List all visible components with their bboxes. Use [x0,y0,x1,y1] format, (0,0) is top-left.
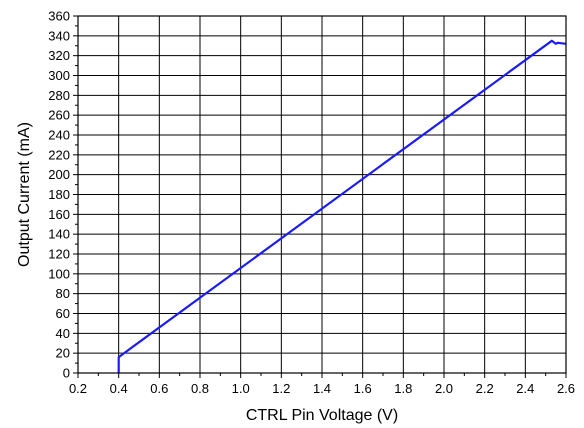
y-tick-label: 320 [48,48,70,63]
x-tick-label: 0.4 [110,381,128,396]
x-tick-label: 2.2 [476,381,494,396]
grid-lines [77,15,567,374]
x-tick-label: 1.6 [354,381,372,396]
x-tick-label: 0.8 [191,381,209,396]
y-axis-title: Output Current (mA) [16,122,33,267]
y-tick-labels: 0 20 40 60 80 100 120 140 160 180 200 220 240 260 280 3… [48,9,70,381]
y-tick-label: 280 [48,88,70,103]
x-tick-label: 1.0 [232,381,250,396]
y-tick-label: 140 [48,227,70,242]
x-tick-label: 1.4 [313,381,331,396]
y-tick-label: 60 [56,306,70,321]
axis-ticks [73,15,567,378]
x-tick-label: 1.2 [272,381,290,396]
plot-frame [77,15,567,374]
x-tick-label: 1.8 [394,381,412,396]
y-tick-label: 340 [48,28,70,43]
x-tick-label: 2.0 [435,381,453,396]
y-tick-label: 200 [48,167,70,182]
y-tick-label: 360 [48,9,70,24]
x-axis-title: CTRL Pin Voltage (V) [246,407,398,424]
x-tick-label: 0.2 [69,381,87,396]
y-tick-label: 240 [48,128,70,143]
y-tick-label: 220 [48,147,70,162]
y-tick-label: 20 [56,346,70,361]
y-tick-label: 120 [48,247,70,262]
y-tick-label: 180 [48,187,70,202]
y-tick-label: 40 [56,326,70,341]
y-tick-label: 100 [48,266,70,281]
y-tick-label: 160 [48,207,70,222]
y-tick-label: 0 [63,366,70,381]
x-tick-label: 0.6 [150,381,168,396]
plot-area [117,39,567,373]
x-tick-label: 2.6 [557,381,575,396]
y-tick-label: 260 [48,108,70,123]
y-tick-label: 80 [56,286,70,301]
x-tick-label: 2.4 [516,381,534,396]
y-tick-label: 300 [48,68,70,83]
x-tick-labels: 0.2 0.4 0.6 0.8 1.0 1.2 1.4 1.6 1.8 2.0 2.2 2.4 2.6 [69,381,575,396]
series-line [117,39,567,373]
